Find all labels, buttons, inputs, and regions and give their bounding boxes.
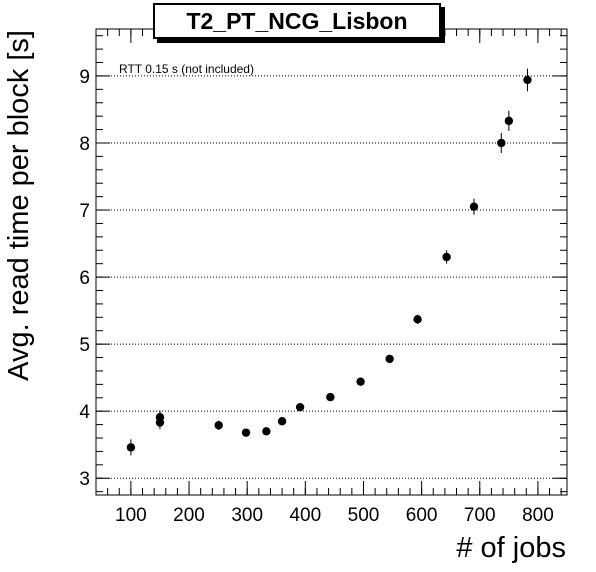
y-tick-label: 6 bbox=[79, 268, 90, 289]
x-tick-label: 200 bbox=[173, 505, 205, 526]
data-point bbox=[497, 138, 506, 148]
annotation-text: RTT 0.15 s (not included) bbox=[119, 62, 254, 76]
data-point bbox=[326, 392, 335, 402]
data-point bbox=[385, 354, 394, 364]
title-box: T2_PT_NCG_Lisbon bbox=[153, 3, 441, 39]
x-tick-label: 400 bbox=[289, 505, 321, 526]
y-tick-label: 3 bbox=[79, 469, 90, 490]
x-tick-label: 500 bbox=[348, 505, 380, 526]
x-axis-label: # of jobs bbox=[456, 532, 566, 564]
y-tick-label: 5 bbox=[79, 335, 90, 356]
data-point bbox=[277, 417, 287, 426]
data-point bbox=[413, 315, 422, 324]
y-tick-label: 7 bbox=[79, 201, 90, 222]
data-point bbox=[155, 413, 165, 422]
data-point bbox=[241, 428, 251, 437]
data-points bbox=[126, 68, 532, 456]
chart-title: T2_PT_NCG_Lisbon bbox=[186, 7, 408, 34]
y-tick-label: 8 bbox=[79, 134, 90, 155]
plot-frame bbox=[95, 28, 568, 496]
x-tick-label: 300 bbox=[231, 505, 263, 526]
x-tick-label: 700 bbox=[464, 505, 496, 526]
y-tick-label: 4 bbox=[79, 402, 90, 423]
data-point bbox=[523, 75, 532, 85]
x-tick-label: 600 bbox=[406, 505, 438, 526]
data-point bbox=[295, 402, 305, 412]
x-tick-label: 100 bbox=[115, 505, 147, 526]
data-point bbox=[214, 421, 223, 430]
axis-ticks bbox=[95, 29, 567, 495]
data-point bbox=[504, 116, 514, 126]
data-point bbox=[126, 443, 136, 452]
data-point bbox=[442, 252, 451, 262]
data-point bbox=[356, 377, 365, 386]
data-point bbox=[262, 427, 271, 436]
y-tick-label: 9 bbox=[79, 67, 90, 88]
y-axis-label: Avg. read time per block [s] bbox=[3, 30, 35, 381]
grid-lines bbox=[96, 75, 567, 479]
x-tick-label: 800 bbox=[522, 505, 554, 526]
tick-labels: 3 4 5 6 7 8 9 100 200 300 400 500 600 700 800 bbox=[79, 67, 553, 526]
data-point bbox=[469, 202, 479, 211]
